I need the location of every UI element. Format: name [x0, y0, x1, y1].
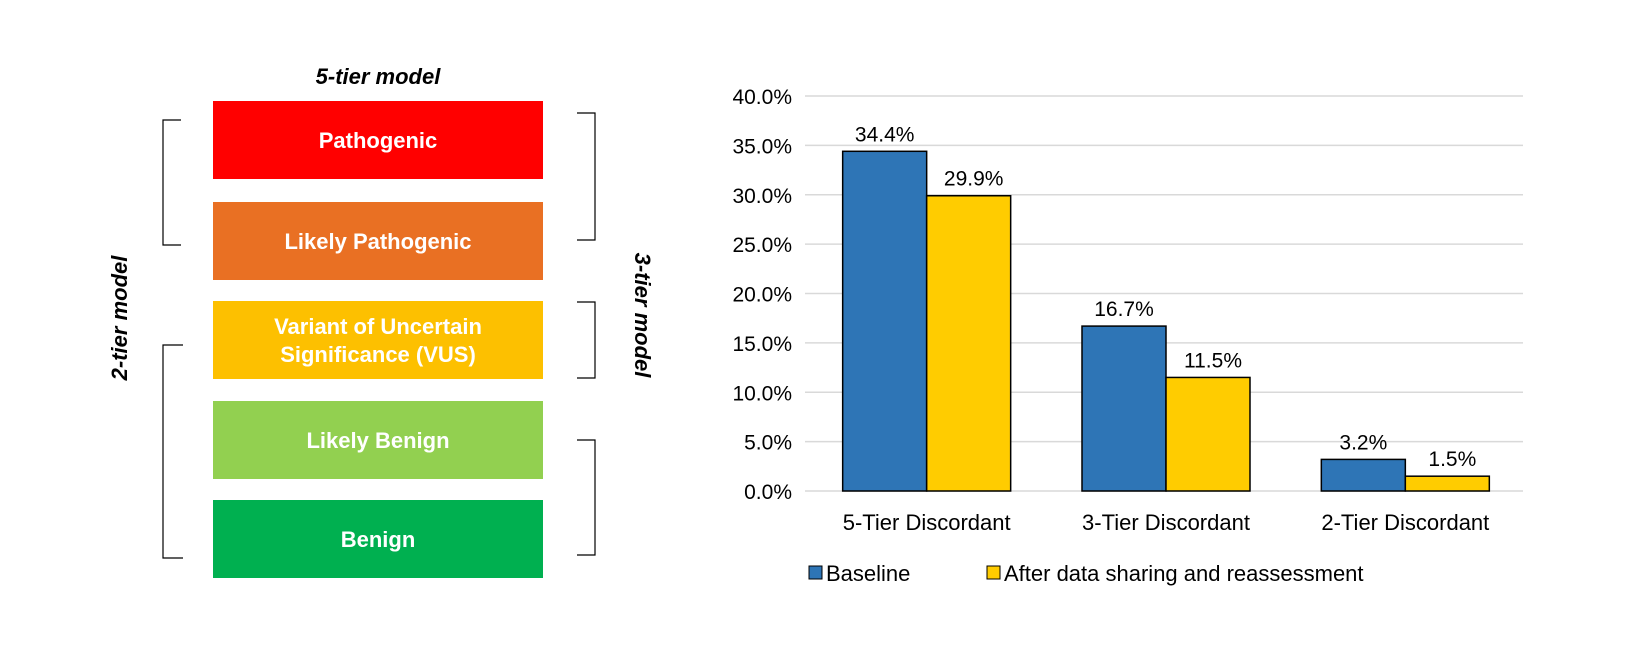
class-label: Pathogenic [319, 128, 438, 153]
y-tick-label: 30.0% [732, 185, 792, 208]
class-label: Significance (VUS) [280, 342, 476, 367]
bar-after-1 [1165, 376, 1251, 492]
bracket-3tier-benign [577, 439, 596, 556]
brackets [162, 112, 596, 559]
x-category-label: 2-Tier Discordant [1321, 510, 1489, 535]
data-label: 3.2% [1339, 431, 1387, 454]
y-tick-label: 35.0% [732, 135, 792, 158]
class-box-benign [213, 500, 543, 578]
y-tick-label: 20.0% [732, 284, 792, 307]
legend-swatch-after [986, 565, 1001, 580]
class-box-likely-benign [213, 401, 543, 479]
data-label: 16.7% [1094, 298, 1154, 321]
data-label: 11.5% [1184, 349, 1242, 372]
y-tick-label: 15.0% [732, 333, 792, 356]
bracket-3tier-vus [577, 301, 596, 379]
class-label: Likely Pathogenic [284, 229, 471, 254]
y-tick-label: 5.0% [744, 432, 792, 455]
class-box-likely-pathogenic [213, 202, 543, 280]
class-label: Likely Benign [306, 428, 449, 453]
class-label: Benign [341, 527, 416, 552]
data-label: 1.5% [1428, 448, 1476, 471]
y-tick-label: 40.0% [732, 86, 792, 109]
bracket-2tier-nonpathogenic [162, 344, 183, 559]
legend-label: Baseline [826, 561, 910, 586]
legend-label: After data sharing and reassessment [1004, 561, 1364, 586]
x-category-label: 3-Tier Discordant [1082, 510, 1250, 535]
bar-after-0 [925, 194, 1012, 492]
bar-chart: 0.0% 5.0% 10.0% 15.0% 20.0% 25.0% 30.0% 35.0% 40… [732, 86, 1523, 586]
bar-baseline-2 [1320, 458, 1407, 492]
tier-diagram: 5-tier model 2-tier model 3-tier model P… [107, 64, 655, 578]
three-tier-label: 3-tier model [630, 253, 655, 379]
class-box-variant-of-uncertain-significance-vus [213, 301, 543, 379]
y-tick-label: 25.0% [732, 234, 792, 257]
x-category-label: 5-Tier Discordant [843, 510, 1011, 535]
five-tier-label: 5-tier model [316, 64, 442, 89]
bar-baseline-1 [1081, 325, 1167, 492]
two-tier-label: 2-tier model [107, 255, 132, 382]
class-label: Variant of Uncertain [274, 314, 482, 339]
bar-after-2 [1404, 475, 1491, 492]
y-tick-label: 0.0% [744, 481, 792, 504]
bracket-3tier-pathogenic [577, 112, 596, 241]
data-label: 34.4% [855, 123, 915, 146]
legend-swatch-baseline [808, 565, 823, 580]
class-box-pathogenic [213, 101, 543, 179]
y-tick-label: 10.0% [732, 382, 792, 405]
bracket-2tier-pathogenic [162, 119, 181, 246]
bar-baseline-0 [841, 150, 928, 492]
data-label: 29.9% [944, 168, 1004, 191]
